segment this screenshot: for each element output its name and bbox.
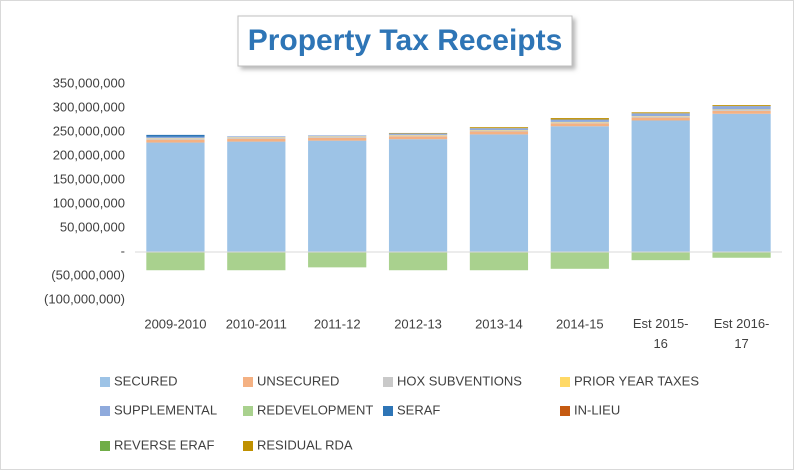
y-tick-label: 100,000,000	[53, 195, 125, 210]
y-tick-label: 50,000,000	[60, 219, 125, 234]
x-tick-label: 2009-2010	[144, 316, 206, 331]
x-tick-label: Est 2015-16	[633, 316, 689, 351]
bar-segment	[146, 138, 205, 140]
bar-segment	[712, 252, 771, 258]
bar-segment	[308, 252, 367, 268]
bar-segment	[712, 105, 771, 107]
bar-segment	[388, 139, 448, 252]
title-box	[237, 15, 573, 67]
y-tick-label: 250,000,000	[53, 123, 125, 138]
bar-segment	[631, 117, 690, 121]
bar-segment	[469, 252, 529, 271]
bar-segment	[308, 137, 367, 141]
legend-label: SECURED	[114, 373, 178, 388]
bar-segment	[631, 116, 690, 118]
legend-label: SUPPLEMENTAL	[114, 402, 217, 417]
bar-segment	[388, 135, 448, 137]
legend-swatch	[243, 377, 253, 387]
y-tick-label: (100,000,000)	[44, 291, 125, 306]
y-tick-label: 200,000,000	[53, 147, 125, 162]
legend-swatch	[243, 406, 253, 416]
bar-segment	[712, 110, 771, 114]
legend-swatch	[100, 441, 110, 451]
legend-swatch	[383, 377, 393, 387]
bar-segment	[631, 120, 690, 252]
bar-segment	[550, 122, 609, 124]
bar-segment	[146, 252, 205, 271]
x-tick-label: 2013-14	[475, 316, 523, 331]
bar-segment	[146, 136, 205, 139]
bar-segment	[550, 123, 609, 127]
bar-segment	[469, 130, 529, 132]
x-tick-label: 2014-15	[556, 316, 604, 331]
x-tick-label: 2010-2011	[226, 316, 287, 331]
legend-label: IN-LIEU	[574, 402, 620, 417]
bar-segment	[388, 252, 448, 271]
bar-segment	[631, 252, 690, 261]
bar-segment	[146, 142, 205, 252]
y-tick-label: -	[121, 243, 125, 258]
bar-segment	[550, 252, 609, 269]
bar-segment	[388, 136, 448, 140]
y-tick-label: (50,000,000)	[51, 267, 125, 282]
bar-segment	[550, 119, 609, 122]
bar-segment	[308, 140, 367, 252]
legend-label: REDEVELOPMENT	[257, 402, 373, 417]
legend-label: RESIDUAL RDA	[257, 437, 353, 452]
legend-label: UNSECURED	[257, 373, 339, 388]
legend-label: REVERSE ERAF	[114, 437, 214, 452]
bar-segment	[227, 136, 286, 138]
legend-swatch	[100, 406, 110, 416]
legend-swatch	[100, 377, 110, 387]
bar-segment	[227, 138, 286, 142]
y-tick-label: 300,000,000	[53, 99, 125, 114]
legend-label: HOX SUBVENTIONS	[397, 373, 522, 388]
legend-swatch	[243, 441, 253, 451]
legend-swatch	[560, 406, 570, 416]
legend-label: PRIOR YEAR TAXES	[574, 373, 699, 388]
chart-title: Property Tax Receipts	[248, 24, 563, 57]
legend-label: SERAF	[397, 402, 440, 417]
bar-segment	[227, 141, 286, 252]
bar-segment	[469, 134, 529, 252]
x-tick-label: Est 2016-17	[714, 316, 770, 351]
bar-segment	[227, 252, 286, 271]
bar-segment	[631, 112, 690, 114]
bar-segment	[712, 113, 771, 252]
bar-segment	[712, 109, 771, 111]
bar-segment	[469, 131, 529, 135]
bar-segment	[469, 128, 529, 131]
y-tick-label: 350,000,000	[53, 75, 125, 90]
bar-segment	[712, 106, 771, 110]
x-tick-label: 2011-12	[314, 316, 361, 331]
bar-segment	[550, 126, 609, 252]
legend-swatch	[560, 377, 570, 387]
bar-segment	[308, 136, 367, 138]
x-tick-label: 2012-13	[394, 316, 442, 331]
bar-segment	[469, 127, 529, 129]
bar-segment	[227, 137, 286, 139]
bar-segment	[631, 113, 690, 117]
bar-segment	[550, 118, 609, 120]
bar-segment	[388, 133, 448, 135]
bar-segment	[146, 139, 205, 143]
legend-swatch	[383, 406, 393, 416]
bar-segment	[308, 135, 367, 137]
bar-segment	[146, 134, 205, 137]
y-tick-label: 150,000,000	[53, 171, 125, 186]
